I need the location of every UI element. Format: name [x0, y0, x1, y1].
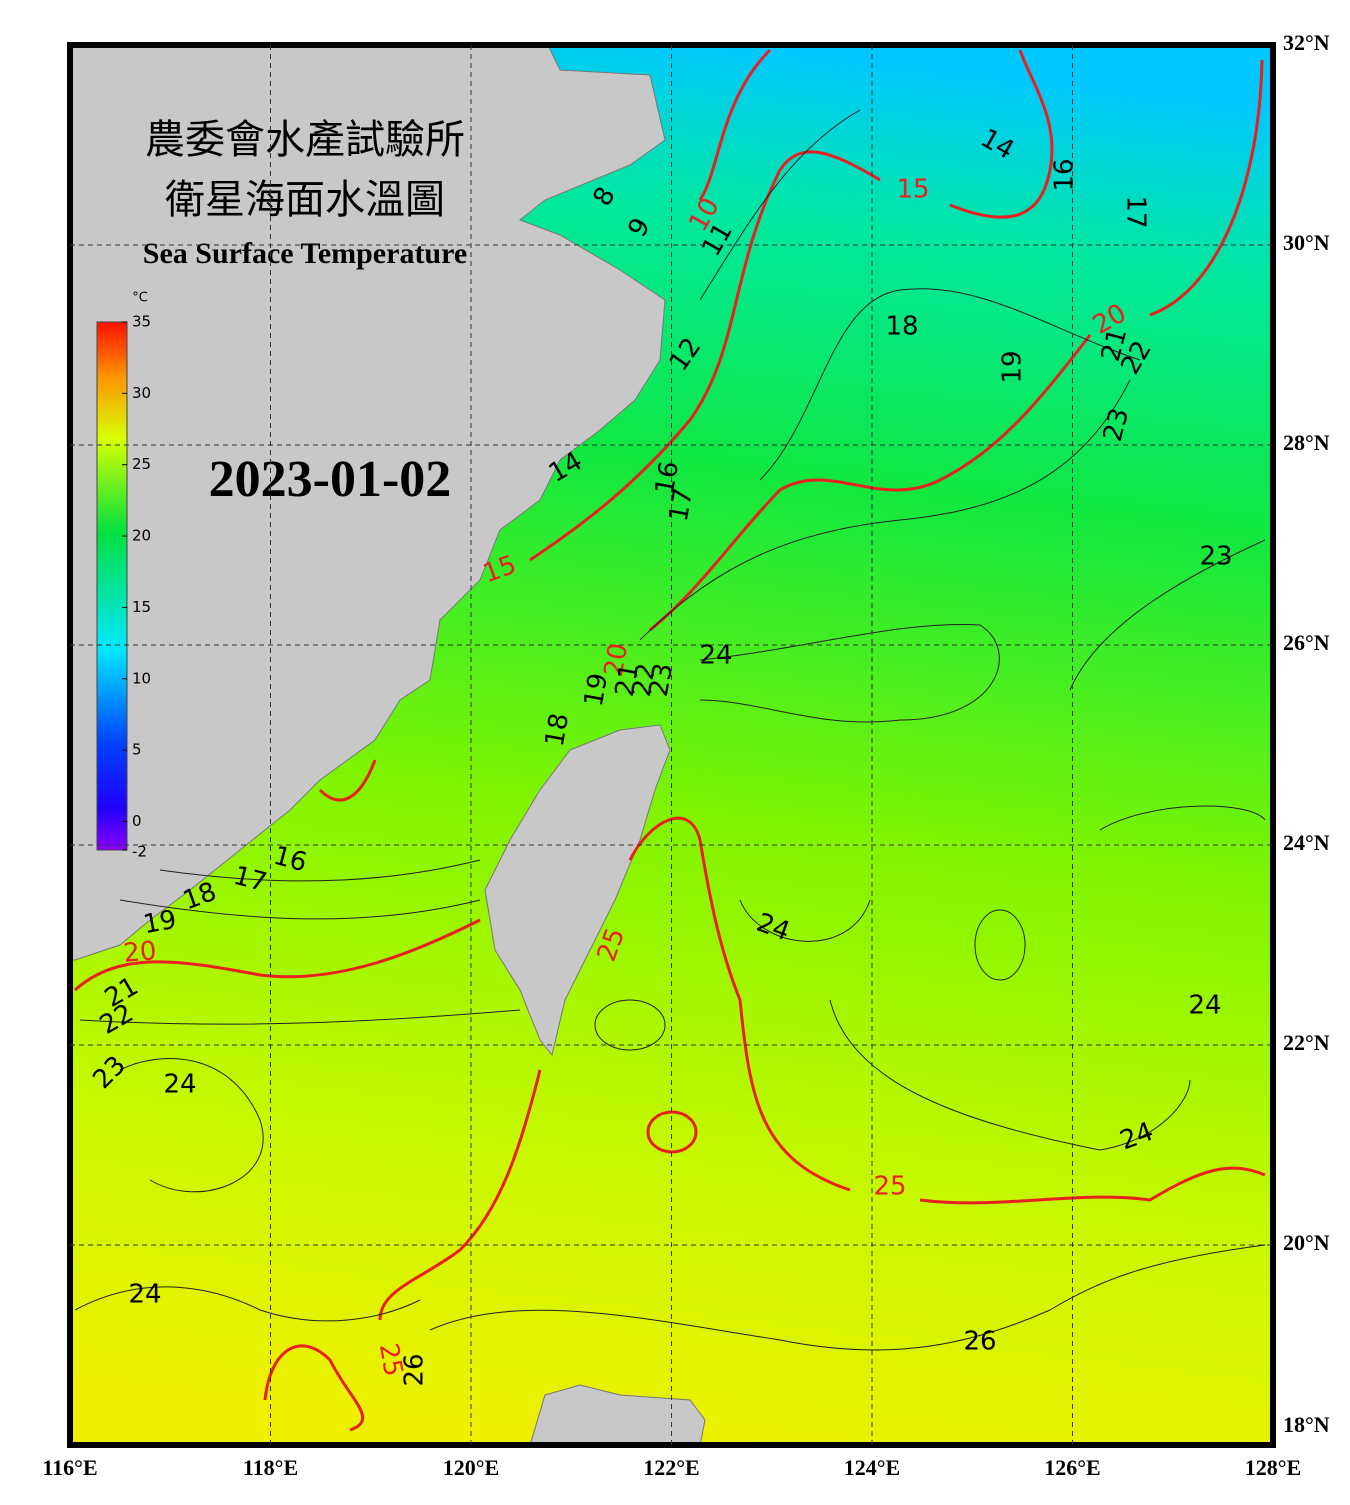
lon-tick-label: 128°E — [1245, 1455, 1301, 1480]
contour-label: 17 — [1121, 195, 1151, 228]
contour-label: 26 — [400, 1353, 430, 1386]
lat-tick-label: 20°N — [1283, 1230, 1330, 1255]
contour-label: 15 — [896, 175, 929, 205]
colorbar-tick-label: 5 — [132, 741, 142, 759]
contour-label: 22 — [627, 661, 662, 699]
contour-label: 23 — [644, 661, 679, 699]
colorbar-tick-label: 35 — [132, 313, 151, 331]
lat-tick-label: 28°N — [1283, 430, 1330, 455]
contour-label: 18 — [885, 312, 918, 342]
date: 2023-01-02 — [209, 451, 452, 508]
contour-label: 25 — [373, 1341, 408, 1379]
contour-label: 20 — [122, 936, 158, 969]
lon-tick-label: 122°E — [643, 1455, 699, 1480]
colorbar-unit: °C — [132, 291, 148, 306]
contour-label: 16 — [650, 459, 685, 497]
colorbar-tick-label: 25 — [132, 455, 151, 473]
lat-tick-label: 26°N — [1283, 630, 1330, 655]
title-en: Sea Surface Temperature — [143, 237, 467, 270]
contour-label: 24 — [699, 641, 732, 671]
lat-tick-label: 30°N — [1283, 230, 1330, 255]
contour-label: 24 — [128, 1280, 161, 1310]
contour-label: 23 — [1199, 542, 1232, 572]
colorbar-tick-label: 10 — [132, 669, 151, 687]
lon-tick-label: 126°E — [1044, 1455, 1100, 1480]
contour-label: 24 — [163, 1070, 196, 1100]
lat-tick-label: 24°N — [1283, 830, 1330, 855]
colorbar-tick-label: 0 — [132, 812, 142, 830]
colorbar-tick-label: 30 — [132, 384, 151, 402]
contour-label: 25 — [873, 1172, 906, 1202]
contour-label: 18 — [540, 711, 575, 749]
lat-tick-label: 18°N — [1283, 1412, 1330, 1437]
contour-label: 19 — [141, 905, 179, 940]
colorbar — [96, 321, 128, 851]
contour-label: 26 — [963, 1327, 996, 1357]
contour-label: 17 — [664, 486, 699, 524]
land — [70, 45, 1266, 1445]
colorbar-tick-label: 15 — [132, 598, 151, 616]
contour-label: 19 — [579, 671, 614, 709]
colorbar-tick-label: -2 — [132, 843, 147, 861]
contour-label: 16 — [1050, 158, 1080, 191]
contour-label: 20 — [599, 641, 634, 679]
contour-label: 24 — [1188, 991, 1221, 1021]
lon-tick-label: 124°E — [844, 1455, 900, 1480]
title-zh-2: 衛星海面水溫圖 — [165, 177, 445, 223]
lat-tick-label: 32°N — [1283, 30, 1330, 55]
title-zh-1: 農委會水產試驗所 — [145, 117, 465, 163]
contour-label: 21 — [610, 661, 645, 699]
lon-tick-label: 118°E — [243, 1455, 298, 1480]
contour-label: 19 — [998, 350, 1028, 383]
lon-tick-label: 116°E — [42, 1455, 97, 1480]
lat-tick-label: 22°N — [1283, 1030, 1330, 1055]
lon-tick-label: 120°E — [443, 1455, 499, 1480]
colorbar-tick-label: 20 — [132, 527, 151, 545]
